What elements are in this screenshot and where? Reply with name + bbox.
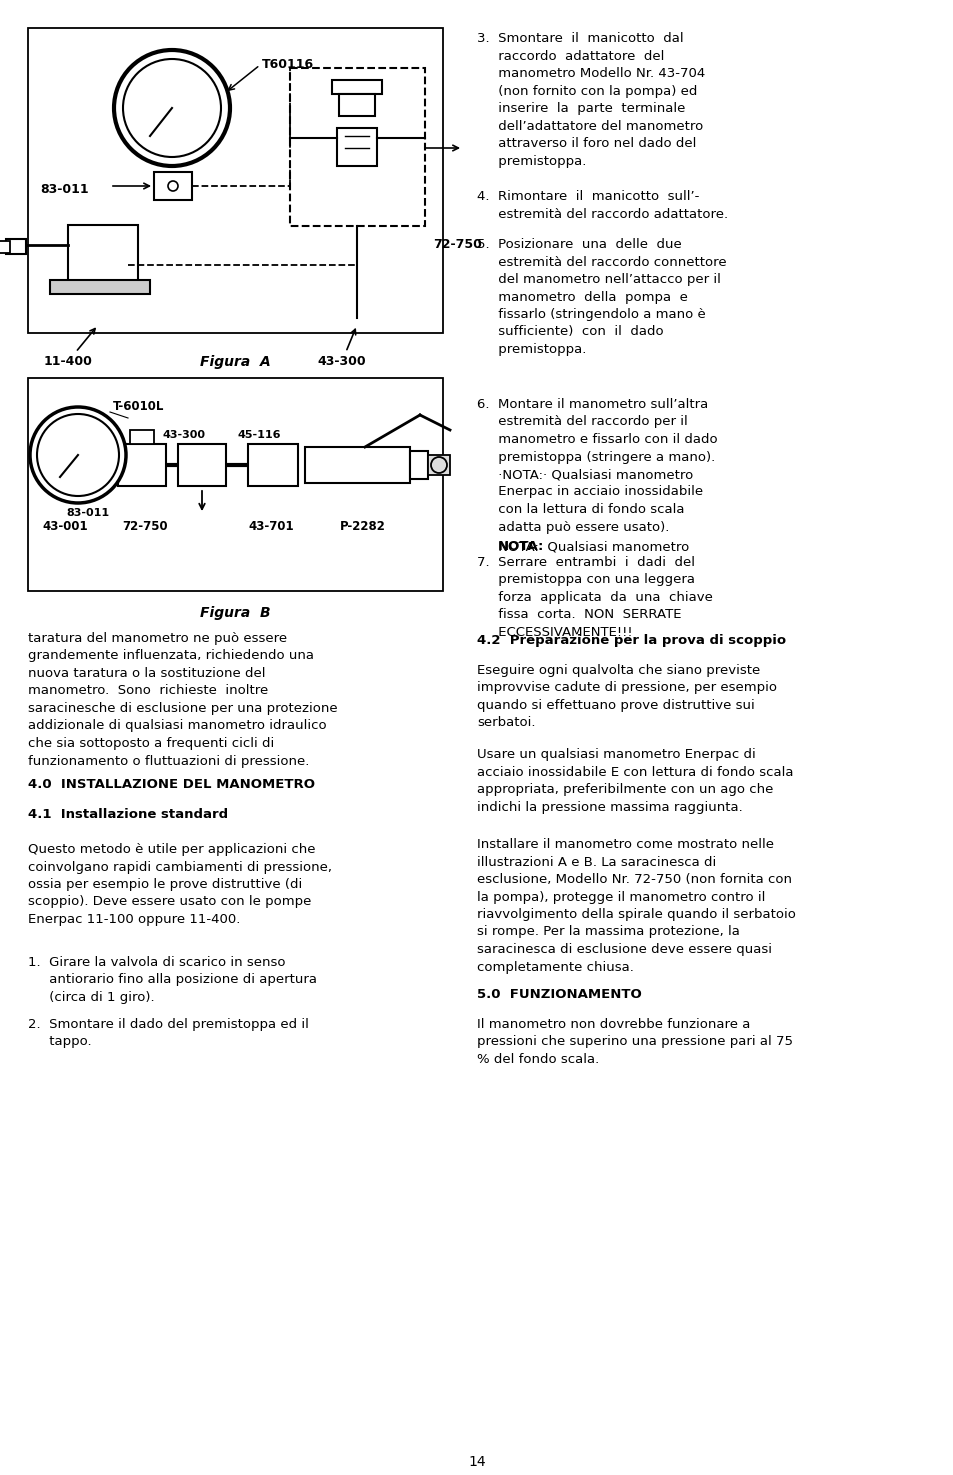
Bar: [178, 444, 226, 485]
Bar: [248, 444, 297, 485]
Bar: [428, 454, 450, 475]
Bar: [50, 280, 150, 294]
Bar: [42, 444, 100, 485]
Bar: [336, 128, 376, 167]
Text: 5.  Posizionare  una  delle  due
     estremità del raccordo connettore
     del: 5. Posizionare una delle due estremità d…: [476, 237, 726, 355]
Text: 14: 14: [468, 1454, 485, 1469]
Bar: [290, 68, 424, 226]
Circle shape: [168, 181, 178, 190]
Text: P-2282: P-2282: [339, 521, 385, 532]
Bar: [0, 240, 10, 254]
Circle shape: [30, 407, 126, 503]
Text: 45-116: 45-116: [237, 431, 281, 440]
Text: 3.  Smontare  il  manicotto  dal
     raccordo  adattatore  del
     manometro M: 3. Smontare il manicotto dal raccordo ad…: [476, 32, 704, 168]
Circle shape: [431, 457, 447, 473]
Text: T60116: T60116: [262, 58, 314, 71]
Text: 6.  Montare il manometro sull’altra
     estremità del raccordo per il
     mano: 6. Montare il manometro sull’altra estre…: [476, 398, 717, 534]
Text: 72-750: 72-750: [433, 237, 481, 251]
Circle shape: [37, 414, 119, 496]
Bar: [28, 378, 442, 591]
Text: 83-011: 83-011: [40, 183, 89, 196]
Text: 72-750: 72-750: [122, 521, 168, 532]
Bar: [28, 28, 442, 333]
Bar: [118, 444, 166, 485]
Text: 43-001: 43-001: [42, 521, 88, 532]
Text: Figura  B: Figura B: [199, 606, 270, 619]
Text: 43-300: 43-300: [317, 329, 366, 367]
Text: Eseguire ogni qualvolta che siano previste
improvvise cadute di pressione, per e: Eseguire ogni qualvolta che siano previs…: [476, 664, 776, 730]
Bar: [130, 431, 153, 444]
Text: Il manometro non dovrebbe funzionare a
pressioni che superino una pressione pari: Il manometro non dovrebbe funzionare a p…: [476, 1018, 792, 1066]
Text: 4.1  Installazione standard: 4.1 Installazione standard: [28, 808, 228, 822]
Text: 7.  Serrare  entrambi  i  dadi  del
     premistoppa con una leggera
     forza : 7. Serrare entrambi i dadi del premistop…: [476, 556, 712, 639]
Bar: [332, 80, 381, 94]
Circle shape: [113, 50, 230, 167]
Text: Figura  A: Figura A: [199, 355, 270, 369]
Text: 4.2  Preparazione per la prova di scoppio: 4.2 Preparazione per la prova di scoppio: [476, 634, 785, 648]
Text: Installare il manometro come mostrato nelle
illustrazioni A e B. La saracinesca : Installare il manometro come mostrato ne…: [476, 838, 795, 974]
Circle shape: [123, 59, 221, 156]
Bar: [6, 239, 26, 254]
Text: 5.0  FUNZIONAMENTO: 5.0 FUNZIONAMENTO: [476, 988, 641, 1002]
Text: T-6010L: T-6010L: [112, 400, 164, 413]
Text: NOTA:: NOTA:: [497, 540, 544, 553]
Text: Questo metodo è utile per applicazioni che
coinvolgano rapidi cambiamenti di pre: Questo metodo è utile per applicazioni c…: [28, 844, 332, 926]
Bar: [410, 451, 428, 479]
Bar: [338, 94, 375, 117]
Text: 4.0  INSTALLAZIONE DEL MANOMETRO: 4.0 INSTALLAZIONE DEL MANOMETRO: [28, 777, 314, 791]
Text: 2.  Smontare il dado del premistoppa ed il
     tappo.: 2. Smontare il dado del premistoppa ed i…: [28, 1018, 309, 1049]
Text: taratura del manometro ne può essere
grandemente influenzata, richiedendo una
nu: taratura del manometro ne può essere gra…: [28, 631, 337, 767]
Bar: [305, 447, 410, 482]
Text: 43-701: 43-701: [248, 521, 294, 532]
Text: Usare un qualsiasi manometro Enerpac di
acciaio inossidabile E con lettura di fo: Usare un qualsiasi manometro Enerpac di …: [476, 748, 793, 814]
Text: 11-400: 11-400: [44, 329, 95, 367]
Bar: [68, 226, 138, 285]
Text: 43-300: 43-300: [163, 431, 206, 440]
Text: 4.  Rimontare  il  manicotto  sull’-
     estremità del raccordo adattatore.: 4. Rimontare il manicotto sull’- estremi…: [476, 190, 727, 220]
Bar: [153, 173, 192, 201]
Text: 1.  Girare la valvola di scarico in senso
     antiorario fino alla posizione di: 1. Girare la valvola di scarico in senso…: [28, 956, 316, 1004]
Text: NOTA:  Qualsiasi manometro: NOTA: Qualsiasi manometro: [476, 540, 688, 553]
Text: 83-011: 83-011: [66, 507, 109, 518]
